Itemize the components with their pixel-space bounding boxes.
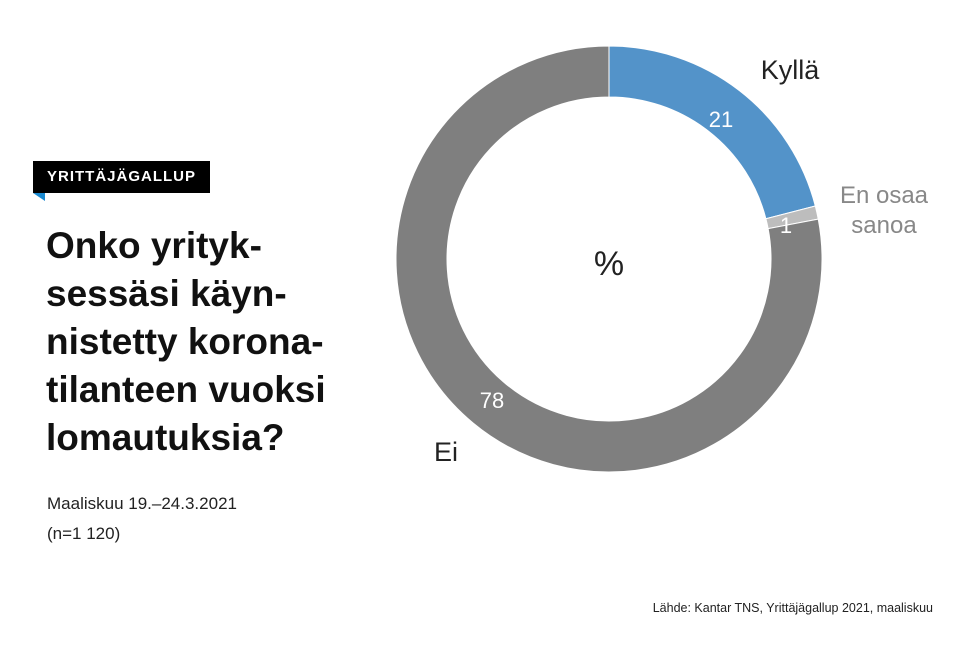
slice-value-label: 21 xyxy=(709,107,733,132)
chart-subtitle: Maaliskuu 19.–24.3.2021 (n=1 120) xyxy=(47,489,237,549)
slice-name-label: Ei xyxy=(434,437,458,467)
source-note: Lähde: Kantar TNS, Yrittäjägallup 2021, … xyxy=(652,601,933,615)
slice-ei xyxy=(395,45,823,473)
badge-tail-decoration xyxy=(33,193,45,201)
slice-value-label: 78 xyxy=(480,388,504,413)
slice-name-label: Kyllä xyxy=(761,55,821,85)
title-line: sessäsi käyn- xyxy=(46,273,287,314)
title-line: lomautuksia? xyxy=(46,417,285,458)
center-percent-label: % xyxy=(594,245,624,283)
title-line: nistetty korona- xyxy=(46,321,324,362)
title-line: tilanteen vuoksi xyxy=(46,369,326,410)
section-badge: YRITTÄJÄGALLUP xyxy=(33,161,210,193)
slice-name-label: En osaa sanoa xyxy=(840,182,929,239)
chart-title: Onko yrityk- sessäsi käyn- nistetty koro… xyxy=(46,222,376,462)
sample-size: (n=1 120) xyxy=(47,524,121,543)
survey-period: Maaliskuu 19.–24.3.2021 xyxy=(47,494,237,513)
title-line: Onko yrityk- xyxy=(46,225,262,266)
slice-value-label: 1 xyxy=(780,213,792,238)
